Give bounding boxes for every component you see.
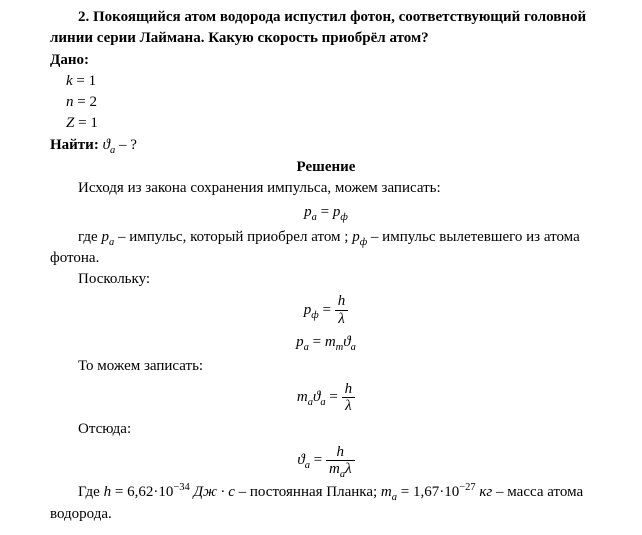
given-k-val: 1 [89,73,97,89]
solution-heading: Решение [50,157,602,177]
find-question: – ? [119,137,137,153]
para-hence: Отсюда: [50,419,602,439]
problem-title-line2: линии серии Лаймана. Какую скорость прио… [50,28,602,48]
eq5-num: h [326,444,355,462]
eq-sign: = [78,115,90,131]
para-conservation: Исходя из закона сохранения импульса, мо… [50,178,602,198]
eq-sign: = [314,452,326,468]
const-m-sym: m [381,484,392,500]
const-h-exp: −34 [173,482,189,493]
problem-title-line1: 2. Покоящийся атом водорода испустил фот… [50,7,602,27]
eq-sign: = [329,389,341,405]
const-pre: Где [78,484,104,500]
para-constants-cont: водорода. [50,504,602,524]
eq-pf-h-lambda: pф = h λ [50,293,602,328]
eq1-rhs-sub: ф [340,212,347,223]
eq2-lhs-sub: ф [311,310,318,321]
find-sub: а [110,145,115,156]
eq2-num: h [335,293,349,311]
const-m-txt: – масса атома [496,484,583,500]
given-Z-sym: Z [66,115,74,131]
eq-sign: = [77,94,89,110]
given-block: k = 1 n = 2 Z = 1 [66,71,602,134]
para-constants: Где h = 6,62·10−34 Дж · с – постоянная П… [50,482,602,502]
given-n-sym: n [66,94,74,110]
where-pre: где [78,229,101,245]
para-then: То можем записать: [50,356,602,376]
para-where-cont: фотона. [50,248,602,268]
const-h-b: 10 [158,484,173,500]
const-m-exp: −27 [459,482,475,493]
eq5-den: mаλ [326,461,355,478]
const-m-b: 10 [444,484,459,500]
const-h-txt: – постоянная Планка; [239,484,381,500]
find-row: Найти: ϑа – ? [50,135,602,155]
eq-pa-m-theta: pа = mmϑа [50,332,602,352]
eq4-num: h [342,381,356,399]
eq-sign: = [313,334,325,350]
const-m-sub: а [392,492,397,503]
eq4-th-sub: а [320,397,325,408]
where-pa-p: p [101,229,109,245]
find-sym: ϑа [103,137,119,153]
const-m-unit: кг [479,484,492,500]
eq-sign: = [76,73,88,89]
eq5-den-m: m [329,461,340,477]
where-mid: – импульс, который приобрел атом ; [118,229,352,245]
eq5-th: ϑ [297,452,304,468]
given-n: n = 2 [66,92,602,112]
eq5-th-sub: а [305,460,310,471]
eq-sign: = [321,204,333,220]
find-label: Найти: [50,137,99,153]
where-pf-sub: ф [360,237,367,248]
given-k-sym: k [66,73,73,89]
eq3-th: ϑ [343,334,350,350]
const-h-sym: h [104,484,112,500]
given-label: Дано: [50,50,602,70]
eq4-m: m [297,389,308,405]
const-h-unit: Дж · с [193,484,234,500]
where-pf-p: p [352,229,360,245]
eq-sign: = [115,484,127,500]
eq-sign: = [323,302,335,318]
eq1-lhs-sub: а [312,212,317,223]
given-n-val: 2 [89,94,97,110]
eq-ma-theta-h-lambda: mаϑа = h λ [50,381,602,416]
eq4-den: λ [342,398,356,415]
find-theta: ϑ [103,137,110,153]
eq3-m: m [325,334,336,350]
eq-theta-result: ϑа = h mаλ [50,444,602,479]
const-m-a: 1,67 [413,484,439,500]
given-Z: Z = 1 [66,113,602,133]
eq3-lhs-sub: а [304,342,309,353]
where-pa-sub: а [109,237,114,248]
eq3-th-sub: а [351,342,356,353]
eq2-den: λ [335,311,349,328]
where-post: – импульс вылетевшего из атома [371,229,580,245]
given-Z-val: 1 [90,115,98,131]
eq-pa-equals-pf: pа = pф [50,202,602,222]
eq3-lhs-p: p [296,334,304,350]
given-k: k = 1 [66,71,602,91]
para-where: где pа – импульс, который приобрел атом … [50,227,602,247]
para-since: Поскольку: [50,269,602,289]
eq-sign: = [401,484,413,500]
const-h-a: 6,62 [127,484,153,500]
eq5-den-lam: λ [345,461,352,477]
eq1-lhs-p: p [304,204,312,220]
